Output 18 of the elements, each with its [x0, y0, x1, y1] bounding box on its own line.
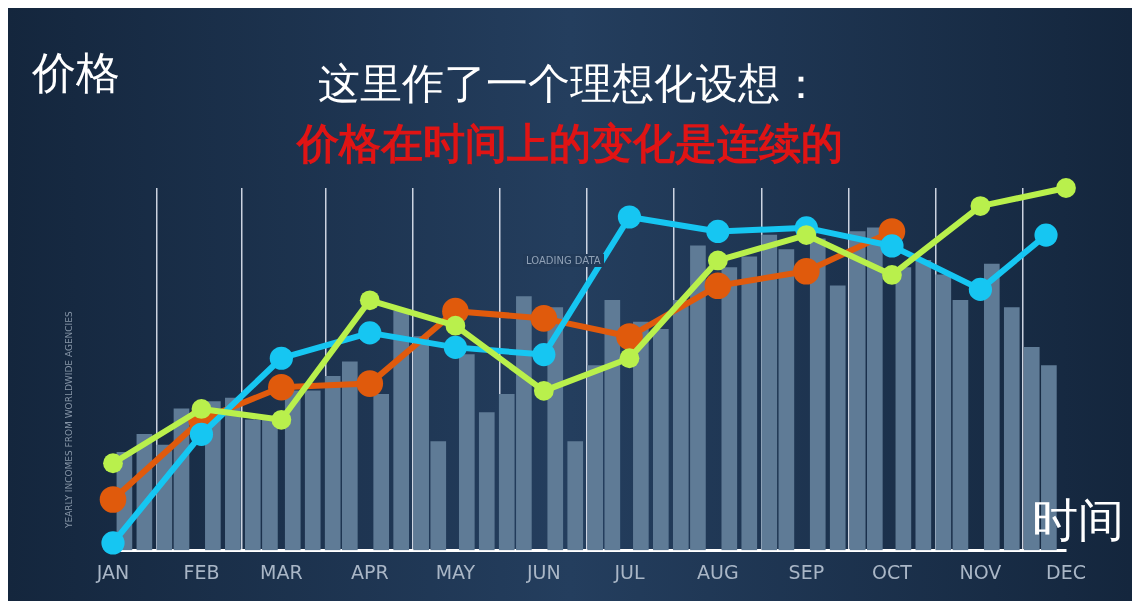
x-tick-label: OCT: [872, 560, 913, 583]
x-tick-label: MAY: [435, 560, 476, 583]
x-tick-label: JUN: [525, 560, 561, 583]
x-tick-label: MAR: [260, 560, 303, 583]
x-tick-label: NOV: [959, 560, 1002, 583]
x-tick-label: APR: [350, 560, 389, 583]
chart-title: 这里作了一个理想化设想：: [318, 59, 822, 108]
y-axis-title: 价格: [32, 47, 120, 98]
annotation: LOADING DATA: [526, 255, 601, 266]
x-axis-title: 时间: [1032, 493, 1124, 547]
x-tick-label: JUL: [613, 560, 645, 583]
x-tick-label: AUG: [697, 560, 739, 583]
x-tick-label: DEC: [1046, 560, 1086, 583]
x-tick-label: SEP: [788, 560, 825, 583]
chart-subtitle: 价格在时间上的变化是连续的: [297, 119, 843, 168]
text: YEARLY INCOMES FROM WORLDWIDE AGENCIES: [64, 311, 74, 528]
x-tick-label: FEB: [183, 560, 220, 583]
x-tick-label: JAN: [95, 560, 130, 583]
